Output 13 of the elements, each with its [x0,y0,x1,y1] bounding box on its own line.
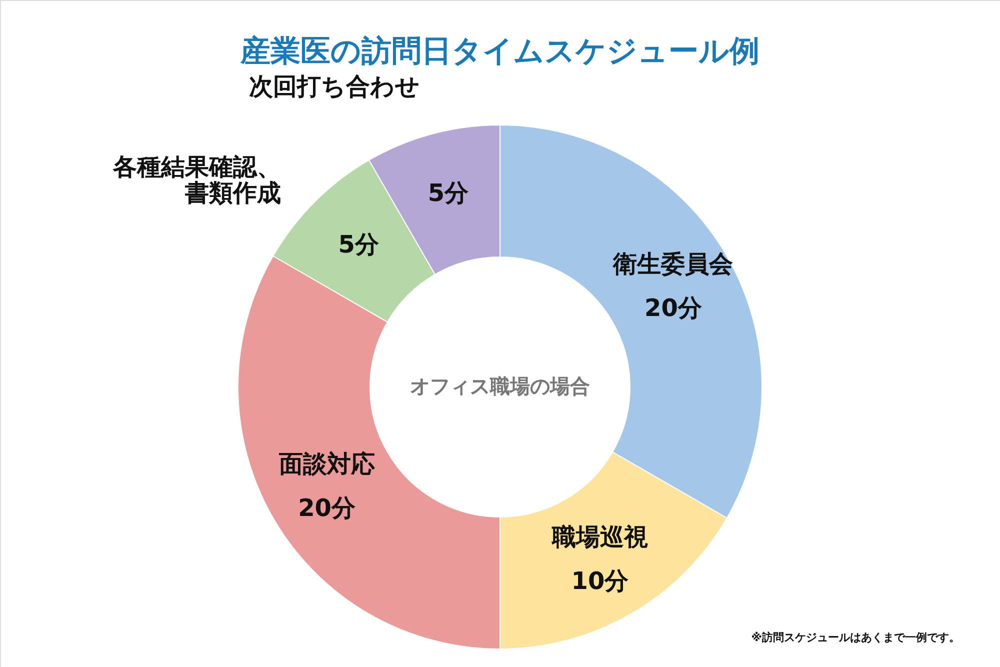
data-label: 5分 [338,230,380,259]
text: オフィス職場の場合 [410,374,590,398]
data-label: 5分 [428,178,470,207]
data-label: 10分 [571,567,630,596]
slice-label: 職場巡視 [551,523,648,552]
slice-label: 各種結果確認、書類作成 [112,152,281,207]
slice-label: 次回打ち合わせ [248,72,420,101]
chart-title: 産業医の訪問日タイムスケジュール例 [240,34,760,69]
slice-label: 面談対応 [278,450,375,478]
data-label: 20分 [644,294,703,322]
slice-label: 衛生委員会 [612,250,734,278]
text: ※訪問スケジュールはあくまで一例です。 [751,631,960,644]
data-label: 20分 [298,494,356,522]
